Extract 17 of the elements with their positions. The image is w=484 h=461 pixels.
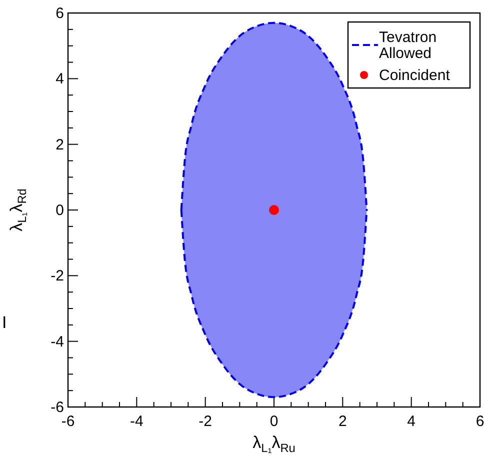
y-tick-label: 0 bbox=[56, 202, 64, 219]
text: I bbox=[2, 313, 7, 332]
x-axis-title: λ$_{L₁}$λ$_{Ru}$ bbox=[252, 433, 296, 455]
x-tick-label: 6 bbox=[476, 413, 484, 430]
x-tick-label: 4 bbox=[407, 413, 416, 430]
x-tick-label: -2 bbox=[198, 413, 212, 430]
y-tick-label: 2 bbox=[56, 136, 64, 154]
y-tick-label: -6 bbox=[50, 399, 64, 416]
legend-label: Coincident bbox=[379, 67, 451, 84]
x-tick-label: -4 bbox=[130, 413, 144, 430]
y-tick-label: -4 bbox=[50, 333, 64, 350]
x-tick-label: 2 bbox=[338, 413, 347, 430]
y-tick-label: -2 bbox=[50, 268, 64, 285]
y-tick-label: 4 bbox=[56, 70, 64, 88]
y-tick-label: 6 bbox=[56, 5, 64, 22]
x-tick-label: 0 bbox=[270, 413, 278, 430]
legend-label: Tevatron Allowed bbox=[379, 29, 437, 62]
